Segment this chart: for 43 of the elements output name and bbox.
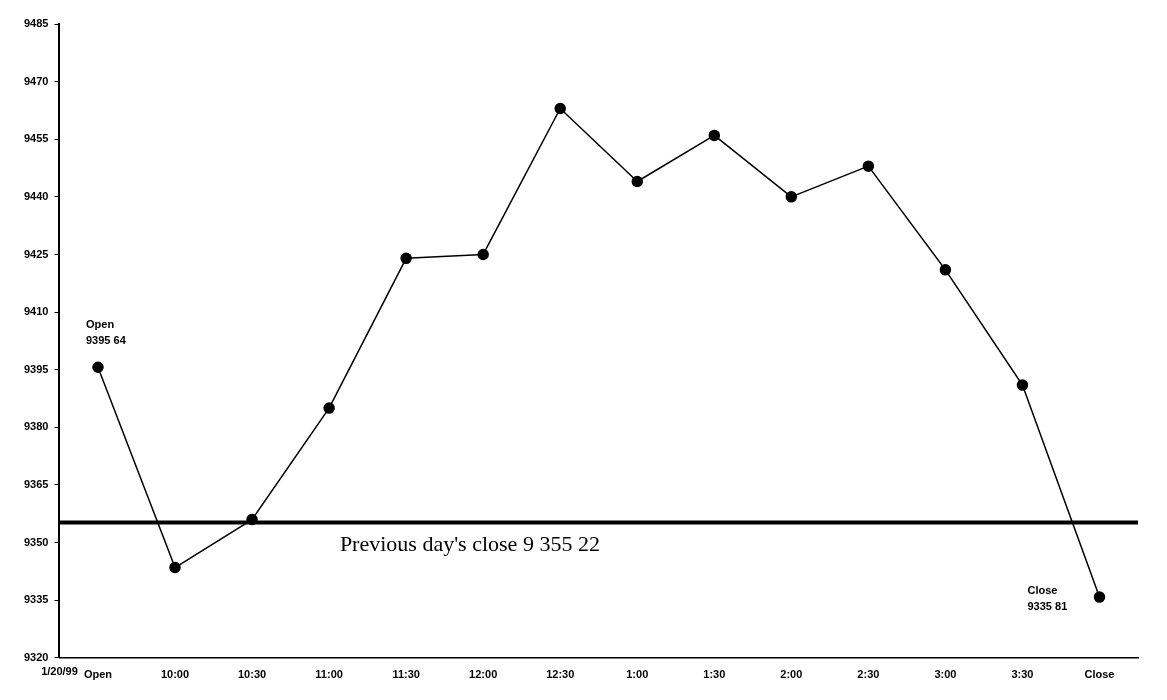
annotation: Close 9335 81 <box>1027 583 1068 612</box>
x-tick-label: 1:00 <box>626 668 649 681</box>
point <box>939 264 952 276</box>
x-tick-label: 11:30 <box>392 668 420 681</box>
point <box>477 248 489 261</box>
annotation: Open 9395 64 <box>85 317 127 346</box>
y-tick-label: 9440 <box>23 189 49 202</box>
x-tick-label: 11:00 <box>315 668 343 681</box>
point <box>708 129 721 142</box>
x-tick-label: 10:00 <box>160 668 190 681</box>
x-tick-label: 12:00 <box>469 668 498 681</box>
y-tick-label: 9485 <box>23 17 49 30</box>
x-tick-label: Open <box>83 668 113 681</box>
x-tick-label: 3:00 <box>934 668 957 681</box>
y-tick-label: 9470 <box>23 74 49 87</box>
y-tick-label: 9455 <box>23 132 49 145</box>
y-tick-label: 9335 <box>23 593 49 606</box>
point <box>631 175 643 188</box>
y-tick-label: 9350 <box>23 535 49 548</box>
x-tick-label: 1:30 <box>703 668 726 681</box>
point <box>323 402 335 414</box>
y-tick-label: 9395 <box>23 362 49 375</box>
y-tick-label: 9365 <box>23 477 49 490</box>
point <box>554 102 566 115</box>
ref-line-label: Previous day's close 9 355 22 <box>339 531 600 557</box>
point <box>1016 379 1029 391</box>
x-tick-label: 3:30 <box>1011 668 1034 681</box>
x-tick-label: 12:30 <box>546 668 575 681</box>
point <box>1093 591 1106 603</box>
point <box>862 160 875 172</box>
point <box>92 361 104 373</box>
x-tick-label: Close <box>1084 668 1115 681</box>
x-tick-label: 2:00 <box>780 668 803 681</box>
x-tick-label: 2:30 <box>857 668 880 681</box>
y-tick-label: 9320 <box>23 650 49 663</box>
y-tick-label: 9425 <box>23 247 49 260</box>
x-tick-label: 10:30 <box>237 668 267 681</box>
point <box>785 191 798 203</box>
y-tick-label: 9410 <box>23 305 49 318</box>
point <box>400 252 412 265</box>
text: 1/20/99 <box>41 665 78 678</box>
point <box>169 561 181 574</box>
y-tick-label: 9380 <box>23 420 49 433</box>
